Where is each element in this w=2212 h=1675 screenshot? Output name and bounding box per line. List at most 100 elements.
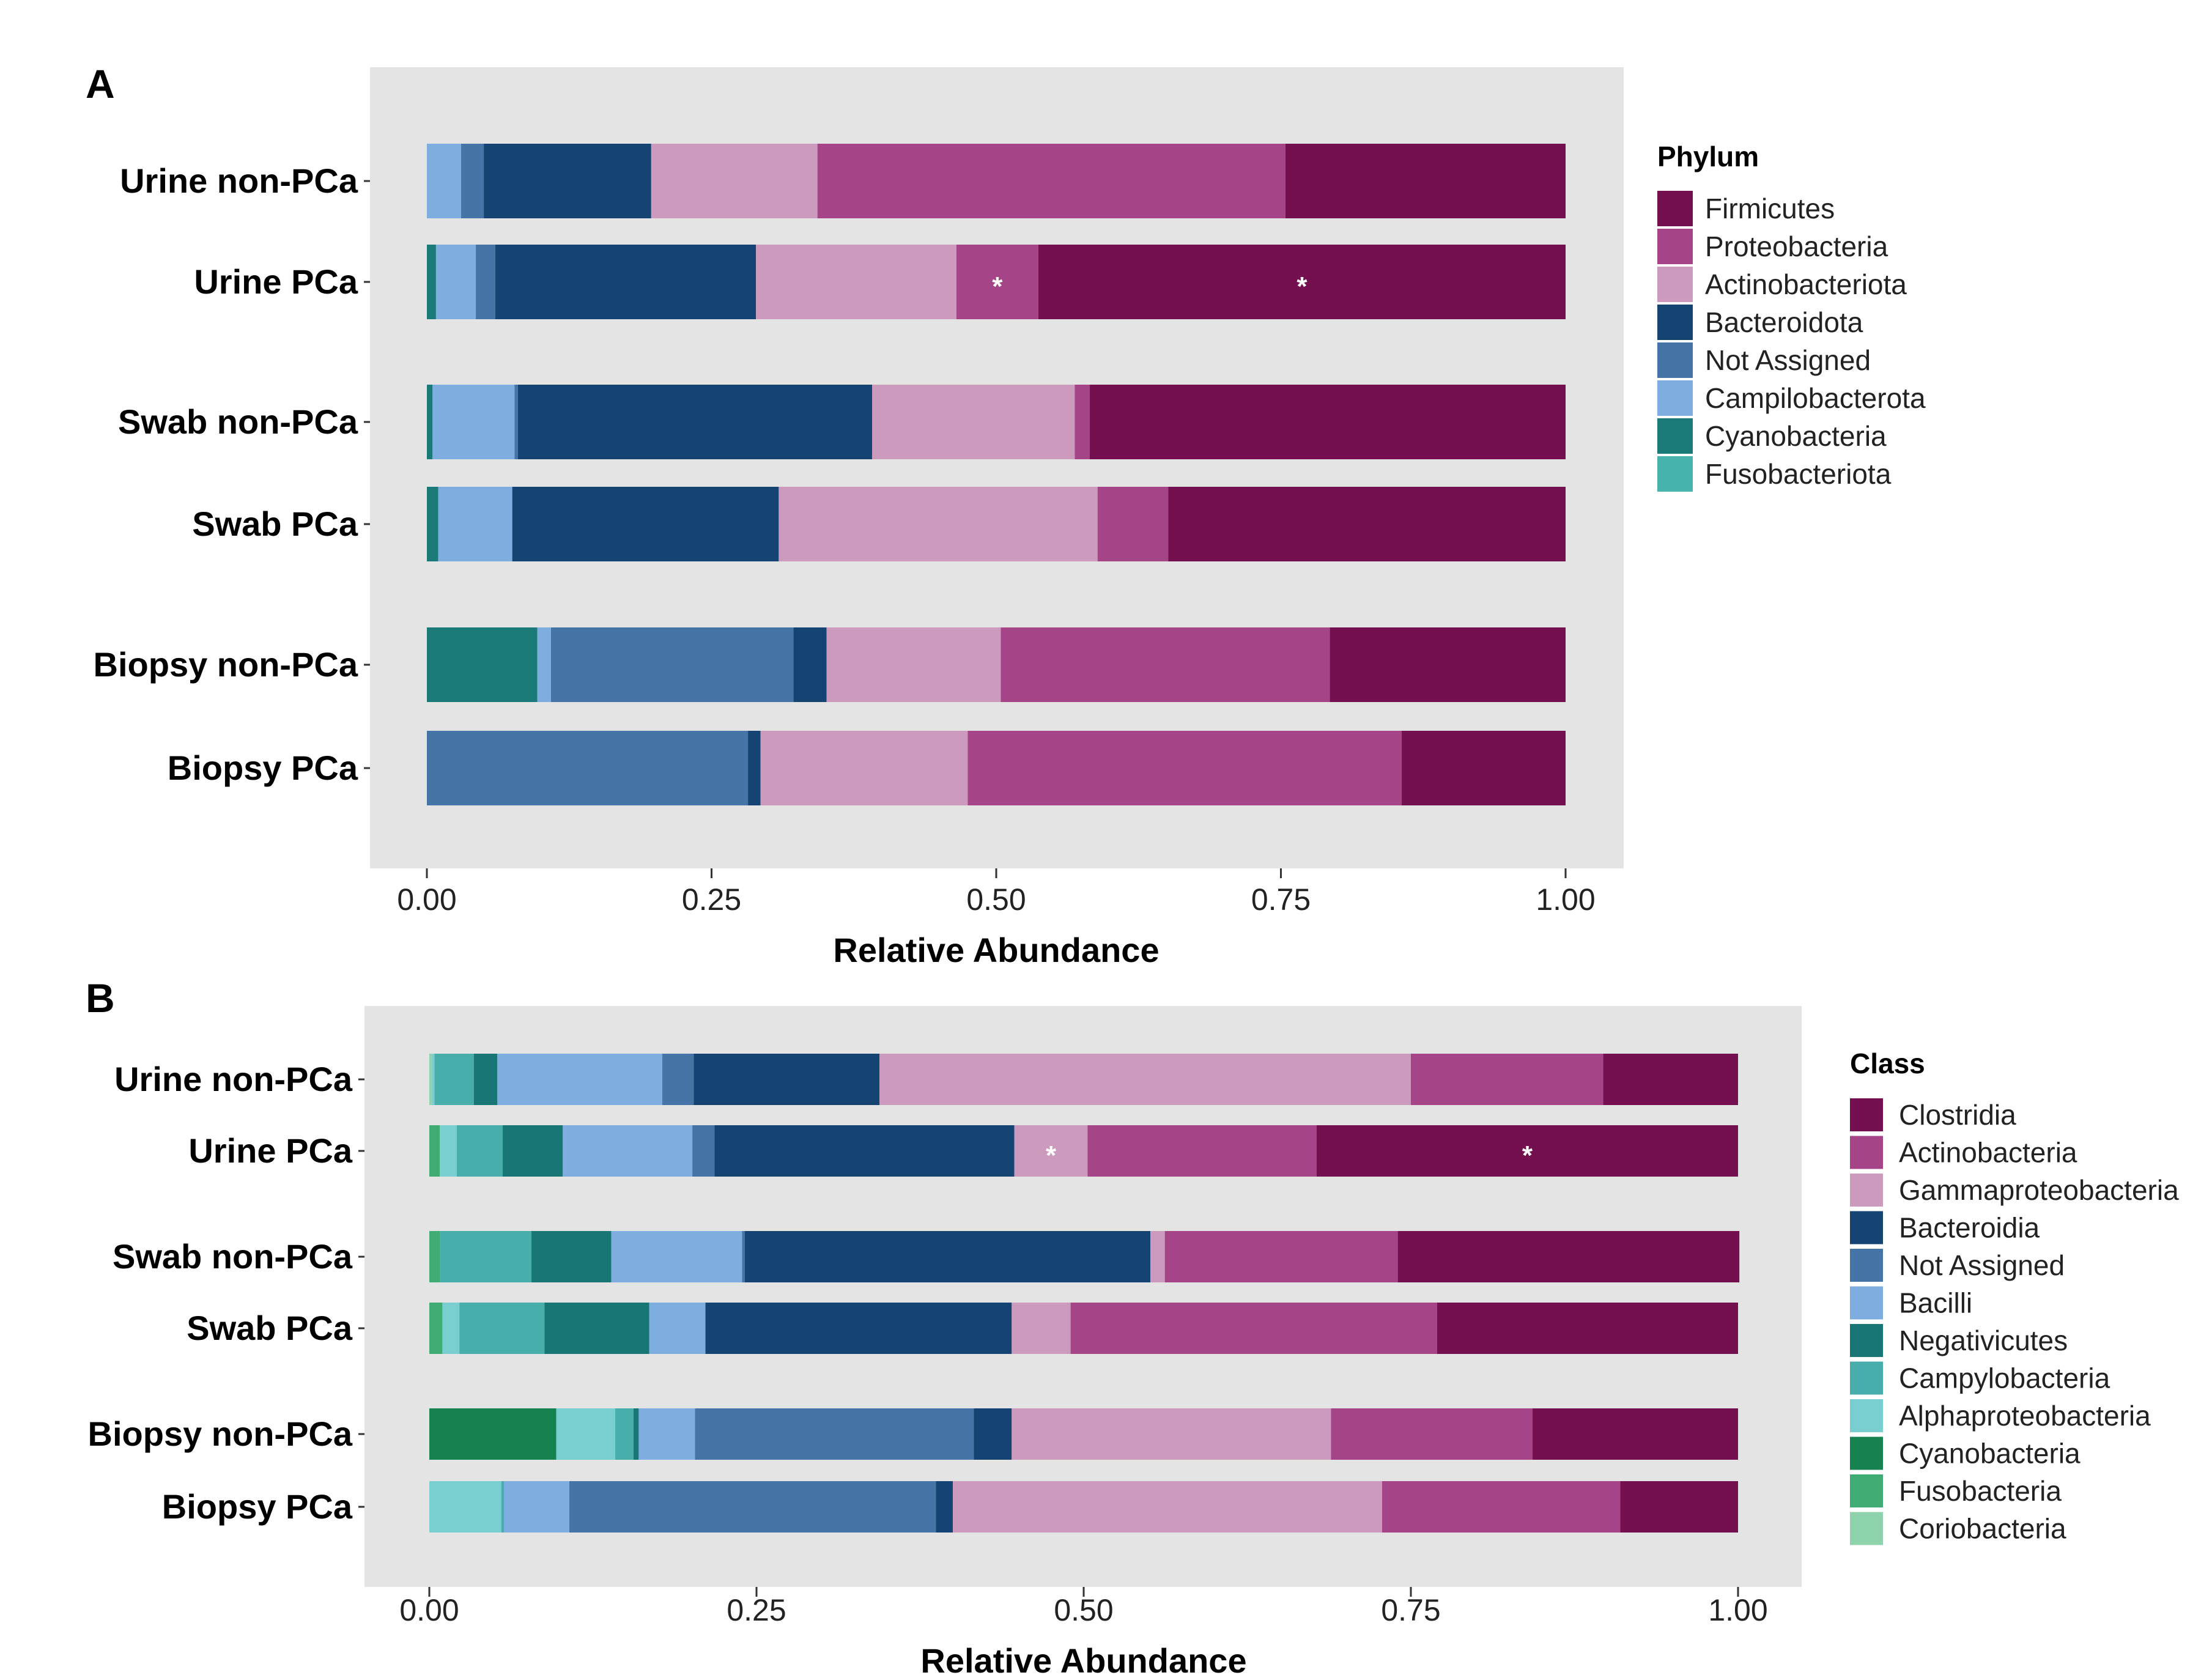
- legend-label-bacilli: Bacilli: [1899, 1287, 1972, 1319]
- bar-biopsy-non-pca-clostridia: [1533, 1408, 1738, 1460]
- legend-swatch-fusobacteriota: [1657, 456, 1693, 492]
- legend-swatch-actinobacteriota: [1657, 267, 1693, 302]
- bar-biopsy-non-pca-actinobacteria: [1331, 1408, 1533, 1460]
- bar-swab-pca-campilobacterota: [438, 487, 512, 561]
- category-label: Urine PCa: [194, 262, 358, 301]
- bar-swab-pca-negativicutes: [544, 1303, 649, 1354]
- bar-swab-pca-cyanobacteria: [427, 487, 438, 561]
- bar-swab-pca-alphaproteobacteria: [442, 1303, 460, 1354]
- bar-urine-non-pca-proteobacteria: [817, 144, 1285, 218]
- legend-label-bacteroidia: Bacteroidia: [1899, 1212, 2040, 1244]
- panel-label: B: [86, 975, 115, 1021]
- bar-swab-pca-proteobacteria: [1097, 487, 1169, 561]
- legend-swatch-not-assigned: [1657, 342, 1693, 378]
- legend-label-coriobacteria: Coriobacteria: [1899, 1513, 2066, 1545]
- bar-urine-pca-not-assigned: [692, 1125, 715, 1177]
- legend-label-cyanobacteria: Cyanobacteria: [1705, 420, 1887, 452]
- bar-biopsy-non-pca-firmicutes: [1330, 627, 1566, 702]
- bar-biopsy-pca-clostridia: [1620, 1481, 1738, 1533]
- bar-biopsy-pca-gammaproteobacteria: [953, 1481, 1382, 1533]
- legend-swatch-firmicutes: [1657, 191, 1693, 226]
- legend-swatch-proteobacteria: [1657, 229, 1693, 264]
- legend-label-cyanobacteria: Cyanobacteria: [1899, 1438, 2081, 1470]
- category-label: Urine PCa: [188, 1131, 352, 1170]
- bar-urine-non-pca-negativicutes: [473, 1054, 498, 1105]
- bar-urine-pca-negativicutes: [502, 1125, 563, 1177]
- legend-swatch-campilobacterota: [1657, 380, 1693, 416]
- legend-swatch-fusobacteria: [1850, 1474, 1883, 1507]
- bar-biopsy-non-pca-negativicutes: [633, 1408, 639, 1460]
- bar-biopsy-pca-firmicutes: [1401, 731, 1566, 805]
- significance-marker: *: [992, 272, 1003, 301]
- bar-urine-pca-campilobacterota: [435, 245, 476, 319]
- x-axis-title: Relative Abundance: [833, 931, 1159, 969]
- bar-swab-non-pca-proteobacteria: [1075, 385, 1090, 459]
- bar-biopsy-pca-bacteroidia: [936, 1481, 953, 1533]
- bar-swab-pca-clostridia: [1437, 1303, 1738, 1354]
- bar-urine-non-pca-clostridia: [1603, 1054, 1738, 1105]
- bar-biopsy-pca-actinobacteriota: [760, 731, 968, 805]
- bar-swab-pca-bacteroidia: [705, 1303, 1012, 1354]
- bar-biopsy-non-pca-campilobacterota: [537, 627, 551, 702]
- bar-urine-pca-campylobacteria: [456, 1125, 503, 1177]
- bar-swab-pca-fusobacteria: [429, 1303, 443, 1354]
- legend-swatch-cyanobacteria: [1657, 418, 1693, 454]
- bar-urine-pca-actinobacteria: [1087, 1125, 1317, 1177]
- bar-biopsy-pca-bacteroidota: [748, 731, 761, 805]
- bar-swab-non-pca-firmicutes: [1089, 385, 1566, 459]
- bar-swab-non-pca-actinobacteria: [1164, 1231, 1398, 1282]
- legend-label-negativicutes: Negativicutes: [1899, 1325, 2068, 1356]
- x-tick-label: 0.75: [1381, 1593, 1440, 1627]
- bar-biopsy-pca-actinobacteria: [1382, 1481, 1621, 1533]
- legend-swatch-negativicutes: [1850, 1324, 1883, 1357]
- bar-urine-pca-bacteroidota: [495, 245, 756, 319]
- legend-label-fusobacteria: Fusobacteria: [1899, 1475, 2062, 1507]
- legend-label-gammaproteobacteria: Gammaproteobacteria: [1899, 1174, 2179, 1206]
- legend-label-proteobacteria: Proteobacteria: [1705, 231, 1888, 262]
- bar-swab-non-pca-campylobacteria: [440, 1231, 531, 1282]
- bar-swab-non-pca-campilobacterota: [432, 385, 515, 459]
- panel-a-phylum-chart: A Urine non-PCa Urine PCa Swab non-PCa Swab …: [86, 61, 1926, 969]
- legend-label-campylobacteria: Campylobacteria: [1899, 1363, 2110, 1394]
- bar-urine-non-pca-firmicutes: [1285, 144, 1566, 218]
- x-tick-label: 0.50: [966, 882, 1026, 917]
- bar-biopsy-non-pca-not-assigned: [550, 627, 794, 702]
- category-label: Biopsy non-PCa: [88, 1414, 353, 1453]
- bar-urine-non-pca-actinobacteria: [1411, 1054, 1604, 1105]
- legend-label-actinobacteriota: Actinobacteriota: [1705, 268, 1907, 300]
- legend-label-clostridia: Clostridia: [1899, 1099, 2016, 1131]
- legend-swatch-cyanobacteria: [1850, 1437, 1883, 1470]
- bar-biopsy-non-pca-actinobacteriota: [826, 627, 1001, 702]
- bar-swab-non-pca-clostridia: [1397, 1231, 1740, 1282]
- legend-label-not-assigned: Not Assigned: [1705, 344, 1871, 376]
- bar-biopsy-non-pca-not-assigned: [695, 1408, 974, 1460]
- bar-biopsy-pca-not-assigned: [427, 731, 749, 805]
- bar-urine-non-pca-not-assigned: [461, 144, 484, 218]
- legend-label-campilobacterota: Campilobacterota: [1705, 382, 1926, 414]
- bar-urine-non-pca-bacteroidia: [694, 1054, 880, 1105]
- bar-biopsy-non-pca-bacilli: [638, 1408, 695, 1460]
- bar-biopsy-pca-not-assigned: [569, 1481, 936, 1533]
- bar-swab-pca-bacilli: [649, 1303, 706, 1354]
- bar-urine-non-pca-coriobacteria: [429, 1054, 432, 1105]
- significance-marker: *: [1296, 272, 1308, 301]
- bar-swab-pca-firmicutes: [1168, 487, 1566, 561]
- bar-urine-pca-cyanobacteria: [427, 245, 436, 319]
- legend-label-alphaproteobacteria: Alphaproteobacteria: [1899, 1400, 2151, 1432]
- bar-biopsy-non-pca-bacteroidota: [793, 627, 827, 702]
- legend-label-not-assigned: Not Assigned: [1899, 1249, 2065, 1281]
- panel-b-class-chart: B Urine non-PCa Urine PCa Swab non-PCa Swab …: [86, 975, 2179, 1675]
- bar-urine-pca-not-assigned: [476, 245, 495, 319]
- bar-swab-pca-campylobacteria: [459, 1303, 545, 1354]
- bar-urine-non-pca-bacilli: [497, 1054, 662, 1105]
- bar-biopsy-non-pca-bacteroidia: [974, 1408, 1012, 1460]
- legend-title: Class: [1850, 1048, 1925, 1079]
- bar-swab-non-pca-actinobacteriota: [872, 385, 1075, 459]
- bar-urine-non-pca-campilobacterota: [427, 144, 461, 218]
- bar-urine-non-pca-campylobacteria: [434, 1054, 474, 1105]
- x-tick-label: 0.75: [1251, 882, 1311, 917]
- legend-label-bacteroidota: Bacteroidota: [1705, 306, 1863, 338]
- x-tick-label: 0.00: [397, 882, 456, 917]
- bar-urine-pca-clostridia: [1316, 1125, 1738, 1177]
- significance-marker: *: [1046, 1141, 1057, 1170]
